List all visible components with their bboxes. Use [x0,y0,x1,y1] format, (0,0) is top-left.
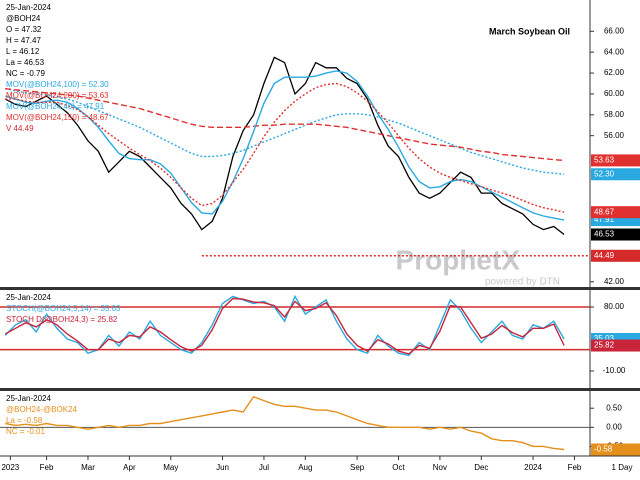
series-line [4,297,565,355]
last-value-label: 44.49 [594,251,615,260]
legend-text: NC = -0.79 [6,69,45,78]
last-value-label: 46.53 [594,230,615,239]
y-tick-label: 0.50 [606,403,622,412]
legend-text: 25-Jan-2024 [6,293,51,302]
legend-text: V 44.49 [6,124,34,133]
legend-text: @BOH24 [6,14,41,23]
last-value-box [591,206,640,219]
y-tick-label: 58.00 [604,110,625,119]
legend-text: MOV(@BOH24,200) = 53.63 [6,91,109,100]
last-value-label: 48.67 [594,207,615,216]
x-tick-label: Oct [392,463,405,472]
legend-text: La = -0.58 [6,416,43,425]
legend-text: NC = -0.01 [6,427,45,436]
last-value-box [591,339,640,352]
panel-separator [0,388,640,391]
y-tick-label: 0.00 [606,422,622,431]
last-value-label: -0.58 [594,445,613,454]
x-tick-label: Nov [433,463,447,472]
x-tick-label: Feb [40,463,54,472]
y-tick-label: 80.00 [604,302,625,311]
legend-text: MOV(@BOH24,40) = 47.91 [6,102,105,111]
legend-text: STOCH D(@BOH24,3) = 25.82 [6,315,118,324]
y-tick-label: 60.00 [604,89,625,98]
legend-text: O = 47.32 [6,25,42,34]
legend-text: 25-Jan-2024 [6,3,51,12]
x-tick-label: Feb [568,463,582,472]
series-line [4,56,565,236]
last-value-box [591,168,640,181]
legend-text: La = 46.53 [6,58,45,67]
panel-separator [0,287,640,290]
legend-text: @BOH24-@BOK24 [6,405,77,414]
legend-text: STOCH(@BOH24,5,14) = 35.03 [6,304,121,313]
x-tick-label: Apr [123,463,136,472]
series-line [5,82,565,213]
x-tick-label: Mar [81,463,95,472]
x-tick-label: 2023 [1,463,19,472]
y-tick-label: 56.00 [604,131,625,140]
y-tick-label: 64.00 [604,47,625,56]
x-tick-label: Jul [259,463,269,472]
watermark-brand: ProphetX [396,244,521,275]
y-tick-label: 66.00 [604,26,625,35]
series-line [5,395,565,451]
x-tick-label: Jun [216,463,229,472]
last-value-box [591,249,640,262]
last-value-box [591,228,640,241]
period-label: 1 Day [612,463,633,472]
x-tick-label: 2024 [524,463,542,472]
chart-title: March Soybean Oil [489,26,570,36]
last-value-label: 25.82 [594,341,615,350]
last-value-label: 52.30 [594,169,615,178]
legend-text: MOV(@BOH24,150) = 48.67 [6,113,109,122]
last-value-label: 47.91 [594,215,615,224]
series-line [5,88,565,162]
x-tick-label: Sep [350,463,365,472]
last-value-box [591,443,640,456]
y-tick-label: 62.00 [604,68,625,77]
x-tick-label: May [163,463,178,472]
last-value-label: 53.63 [594,156,615,165]
x-tick-label: Dec [474,463,488,472]
series-line [4,70,565,221]
legend-text: H = 47.47 [6,36,41,45]
legend-text: L = 46.12 [6,47,40,56]
legend-text: 25-Jan-2024 [6,394,51,403]
last-value-box [591,154,640,167]
series-line [5,88,565,175]
watermark-tagline: powered by DTN [485,277,560,288]
y-tick-label: 42.00 [604,277,625,286]
x-tick-label: Aug [298,463,312,472]
y-tick-label: -10.00 [603,366,626,375]
last-value-label: 35.03 [594,334,615,343]
legend-text: MOV(@BOH24,100) = 52.30 [6,80,109,89]
